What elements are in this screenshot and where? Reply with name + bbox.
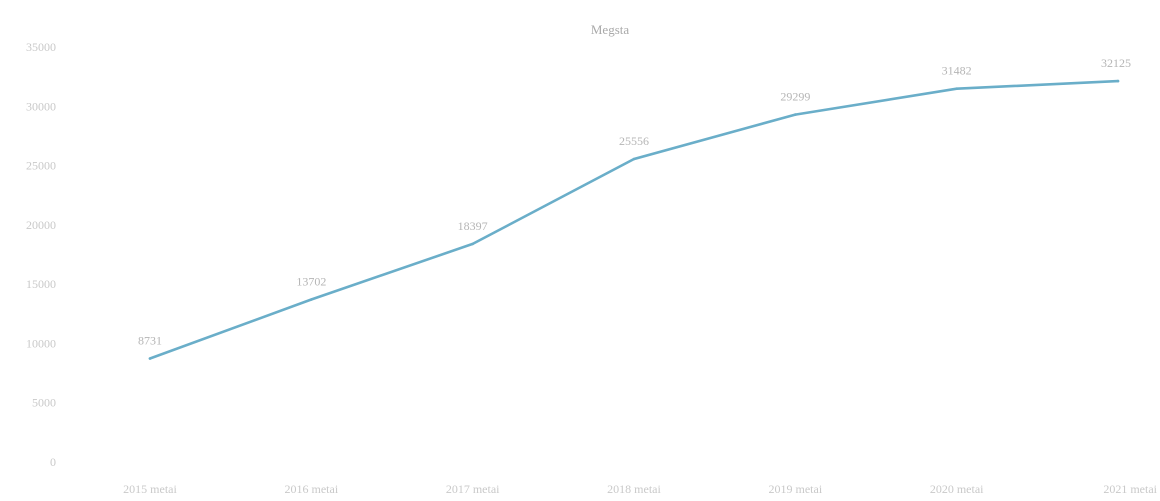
x-tick-label: 2020 metai	[930, 482, 984, 496]
x-tick-label: 2016 metai	[285, 482, 339, 496]
data-point	[794, 113, 797, 116]
data-labels: 8731 13702 18397 25556 29299 31482 32125	[138, 56, 1131, 347]
data-label: 32125	[1101, 56, 1131, 70]
x-tick-label: 2018 metai	[607, 482, 661, 496]
data-point	[471, 242, 475, 246]
y-tick-label: 30000	[26, 99, 56, 113]
data-label: 18397	[458, 219, 488, 233]
y-tick-label: 5000	[32, 396, 56, 410]
y-tick-label: 20000	[26, 218, 56, 232]
data-point	[310, 298, 313, 301]
y-tick-label: 10000	[26, 336, 56, 350]
x-tick-label: 2021 metai	[1103, 482, 1157, 496]
data-label: 29299	[780, 90, 810, 104]
data-point	[632, 157, 636, 161]
y-tick-label: 15000	[26, 277, 56, 291]
data-label: 31482	[942, 64, 972, 78]
x-tick-label: 2015 metai	[123, 482, 177, 496]
y-tick-label: 25000	[26, 159, 56, 173]
data-point	[1116, 79, 1120, 83]
x-tick-label: 2019 metai	[769, 482, 823, 496]
series-group	[148, 79, 1120, 360]
y-tick-label: 35000	[26, 40, 56, 54]
data-label: 25556	[619, 134, 649, 148]
data-point	[148, 357, 152, 360]
y-axis: 0 5000 10000 15000 20000 25000 30000 35000	[26, 40, 56, 469]
chart-title: Megsta	[591, 22, 630, 37]
data-label: 13702	[296, 275, 326, 289]
series-line	[148, 79, 1120, 360]
x-tick-label: 2017 metai	[446, 482, 500, 496]
x-axis: 2015 metai 2016 metai 2017 metai 2018 metai…	[123, 482, 1157, 496]
y-tick-label: 0	[50, 455, 56, 469]
data-label: 8731	[138, 333, 162, 347]
data-point	[955, 87, 958, 90]
